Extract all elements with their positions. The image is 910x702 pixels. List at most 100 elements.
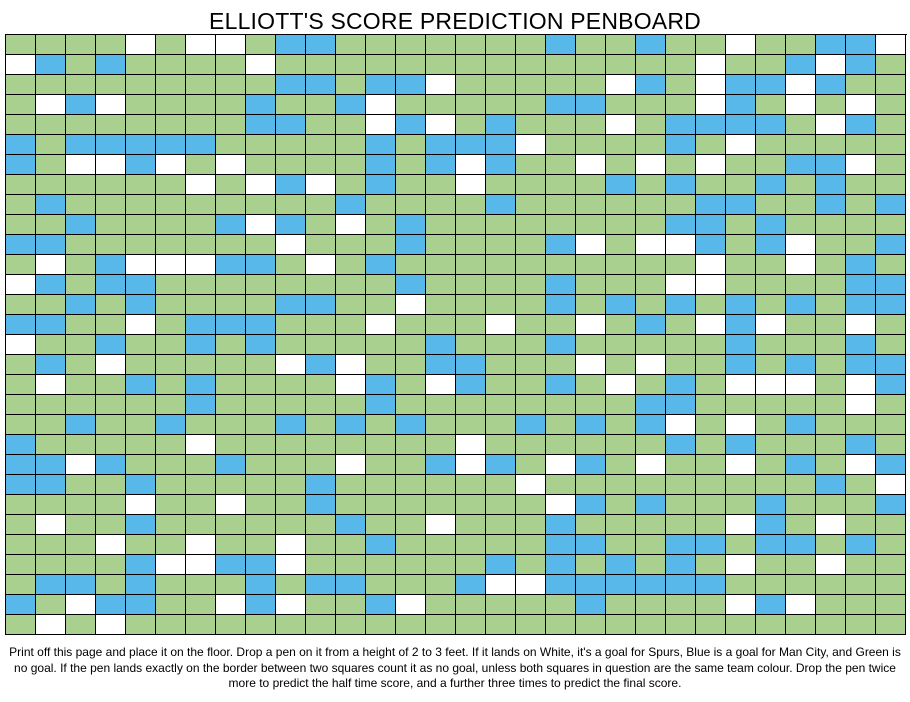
white-square bbox=[606, 75, 636, 95]
green-square bbox=[36, 295, 66, 315]
green-square bbox=[396, 135, 426, 155]
green-square bbox=[426, 615, 456, 635]
blue-square bbox=[126, 475, 156, 495]
green-square bbox=[276, 615, 306, 635]
white-square bbox=[456, 155, 486, 175]
green-square bbox=[576, 335, 606, 355]
green-square bbox=[276, 395, 306, 415]
blue-square bbox=[636, 415, 666, 435]
green-square bbox=[366, 555, 396, 575]
green-square bbox=[606, 315, 636, 335]
green-square bbox=[786, 495, 816, 515]
white-square bbox=[666, 275, 696, 295]
green-square bbox=[726, 175, 756, 195]
blue-square bbox=[666, 375, 696, 395]
green-square bbox=[546, 155, 576, 175]
blue-square bbox=[486, 155, 516, 175]
blue-square bbox=[336, 95, 366, 115]
blue-square bbox=[576, 595, 606, 615]
green-square bbox=[486, 535, 516, 555]
green-square bbox=[186, 495, 216, 515]
green-square bbox=[216, 115, 246, 135]
blue-square bbox=[276, 75, 306, 95]
green-square bbox=[66, 275, 96, 295]
blue-square bbox=[666, 535, 696, 555]
green-square bbox=[66, 235, 96, 255]
green-square bbox=[366, 35, 396, 55]
green-square bbox=[276, 475, 306, 495]
blue-square bbox=[96, 455, 126, 475]
green-square bbox=[696, 475, 726, 495]
green-square bbox=[186, 155, 216, 175]
green-square bbox=[396, 35, 426, 55]
green-square bbox=[336, 495, 366, 515]
white-square bbox=[696, 75, 726, 95]
green-square bbox=[36, 155, 66, 175]
green-square bbox=[876, 175, 906, 195]
blue-square bbox=[696, 535, 726, 555]
blue-square bbox=[66, 215, 96, 235]
green-square bbox=[126, 175, 156, 195]
green-square bbox=[366, 455, 396, 475]
green-square bbox=[786, 475, 816, 495]
blue-square bbox=[726, 435, 756, 455]
green-square bbox=[696, 495, 726, 515]
green-square bbox=[96, 375, 126, 395]
green-square bbox=[666, 355, 696, 375]
green-square bbox=[606, 475, 636, 495]
green-square bbox=[426, 415, 456, 435]
green-square bbox=[216, 175, 246, 195]
blue-square bbox=[486, 115, 516, 135]
green-square bbox=[156, 195, 186, 215]
white-square bbox=[66, 455, 96, 475]
green-square bbox=[216, 235, 246, 255]
blue-square bbox=[846, 115, 876, 135]
green-square bbox=[246, 355, 276, 375]
green-square bbox=[306, 275, 336, 295]
green-square bbox=[696, 435, 726, 455]
blue-square bbox=[126, 375, 156, 395]
green-square bbox=[546, 135, 576, 155]
green-square bbox=[606, 355, 636, 375]
blue-square bbox=[6, 475, 36, 495]
green-square bbox=[516, 495, 546, 515]
blue-square bbox=[66, 575, 96, 595]
green-square bbox=[426, 95, 456, 115]
blue-square bbox=[786, 55, 816, 75]
green-square bbox=[96, 475, 126, 495]
green-square bbox=[276, 335, 306, 355]
green-square bbox=[666, 615, 696, 635]
green-square bbox=[786, 435, 816, 455]
blue-square bbox=[246, 335, 276, 355]
green-square bbox=[426, 595, 456, 615]
white-square bbox=[96, 615, 126, 635]
green-square bbox=[696, 335, 726, 355]
green-square bbox=[156, 35, 186, 55]
white-square bbox=[426, 115, 456, 135]
green-square bbox=[126, 55, 156, 75]
green-square bbox=[336, 335, 366, 355]
blue-square bbox=[366, 255, 396, 275]
green-square bbox=[876, 435, 906, 455]
green-square bbox=[606, 55, 636, 75]
green-square bbox=[156, 375, 186, 395]
blue-square bbox=[666, 295, 696, 315]
green-square bbox=[96, 35, 126, 55]
green-square bbox=[36, 175, 66, 195]
white-square bbox=[786, 595, 816, 615]
green-square bbox=[456, 475, 486, 495]
white-square bbox=[276, 595, 306, 615]
penboard-grid bbox=[5, 34, 907, 635]
blue-square bbox=[36, 195, 66, 215]
blue-square bbox=[96, 335, 126, 355]
green-square bbox=[66, 55, 96, 75]
green-square bbox=[366, 235, 396, 255]
green-square bbox=[246, 195, 276, 215]
green-square bbox=[396, 255, 426, 275]
green-square bbox=[576, 475, 606, 495]
green-square bbox=[216, 75, 246, 95]
blue-square bbox=[846, 295, 876, 315]
green-square bbox=[636, 335, 666, 355]
white-square bbox=[366, 315, 396, 335]
green-square bbox=[156, 455, 186, 475]
